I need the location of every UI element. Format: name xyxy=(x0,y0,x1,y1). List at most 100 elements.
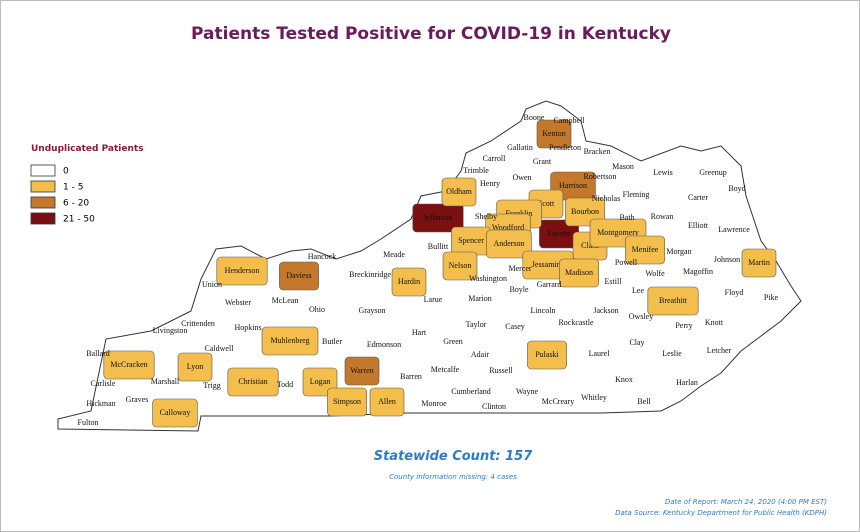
county-label: Fleming xyxy=(623,190,650,199)
county-label: Henry xyxy=(480,179,500,188)
county-label: Nicholas xyxy=(592,194,620,203)
county-label: Green xyxy=(443,337,463,346)
statewide-count: Statewide Count: 157 xyxy=(374,449,534,464)
county-label: Trigg xyxy=(203,381,221,390)
county-label: Todd xyxy=(277,380,293,389)
county-label: Owsley xyxy=(629,312,653,321)
county-label: Carlisle xyxy=(91,379,116,388)
county-label: Graves xyxy=(126,395,149,404)
county-label: Carroll xyxy=(483,154,506,163)
county-label: McCreary xyxy=(542,397,574,406)
county-label: Rowan xyxy=(651,212,674,221)
county-label: Letcher xyxy=(707,346,732,355)
county-label: Clay xyxy=(629,338,644,347)
county-label: Christian xyxy=(238,377,267,386)
county-label: Leslie xyxy=(662,349,682,358)
county-label: Estill xyxy=(605,277,623,286)
county-label: Hopkins xyxy=(234,323,261,332)
county-label: Anderson xyxy=(493,239,524,248)
county-label: Marion xyxy=(468,294,492,303)
county-label: Kenton xyxy=(542,129,566,138)
county-label: Montgomery xyxy=(597,228,639,237)
county-label: Owen xyxy=(512,173,531,182)
county-label: Butler xyxy=(322,337,342,346)
legend-swatch xyxy=(30,196,56,209)
data-source: Data Source: Kentucky Department for Pub… xyxy=(615,509,827,517)
county-label: Garrard xyxy=(537,280,562,289)
county-label: Jefferson xyxy=(423,213,452,222)
county-shape xyxy=(177,352,213,382)
county-label: Lyon xyxy=(187,362,203,371)
county-label: Lincoln xyxy=(531,306,556,315)
county-shape xyxy=(261,326,319,356)
county-label: Union xyxy=(202,280,222,289)
county-shape xyxy=(369,387,405,417)
county-label: Pike xyxy=(764,293,779,302)
county-label: Larue xyxy=(424,295,443,304)
county-label: Washington xyxy=(469,274,507,283)
county-label: Hardin xyxy=(398,277,420,286)
county-label: Grant xyxy=(533,157,552,166)
county-label: Nelson xyxy=(449,261,472,270)
county-label: Scott xyxy=(538,199,555,208)
county-label: Webster xyxy=(225,298,251,307)
county-label: Franklin xyxy=(505,209,532,218)
county-label: Lee xyxy=(632,286,644,295)
county-label: Marshall xyxy=(151,377,180,386)
county-label: Logan xyxy=(310,377,330,386)
county-label: Boone xyxy=(524,113,545,122)
county-label: Clark xyxy=(581,241,599,250)
county-shape xyxy=(559,258,599,288)
county-label: Laurel xyxy=(589,349,611,358)
legend-swatch xyxy=(30,164,56,177)
legend-label: 6 - 20 xyxy=(63,199,89,209)
county-label: Morgan xyxy=(666,247,691,256)
county-label: Allen xyxy=(378,397,396,406)
report-date: Date of Report: March 24, 2020 (4:00 PM … xyxy=(665,498,827,506)
county-label: Trimble xyxy=(463,166,489,175)
county-shape xyxy=(412,203,464,233)
county-label: Harrison xyxy=(559,181,587,190)
county-label: Wayne xyxy=(516,387,538,396)
county-label: Bath xyxy=(619,213,634,222)
county-label: Harlan xyxy=(676,378,698,387)
county-shape xyxy=(227,367,279,397)
county-label: McLean xyxy=(272,296,299,305)
legend-label: 0 xyxy=(63,167,69,177)
county-shape xyxy=(391,267,427,297)
county-label: Oldham xyxy=(446,187,473,196)
county-label: Livingston xyxy=(153,326,188,335)
county-label: Mercer xyxy=(508,264,531,273)
county-label: Breckinridge xyxy=(349,270,391,279)
county-shape xyxy=(625,235,665,265)
county-label: Magoffin xyxy=(683,267,713,276)
county-label: Perry xyxy=(675,321,692,330)
county-label: Spencer xyxy=(458,236,484,245)
county-label: Pulaski xyxy=(535,350,559,359)
county-label: Whitley xyxy=(581,393,607,402)
counties: Jefferson Fayette Kenton Harrison Daviess War… xyxy=(78,113,779,428)
county-label: Ballard xyxy=(86,349,110,358)
county-label: Wolfe xyxy=(645,269,665,278)
county-label: Casey xyxy=(505,322,525,331)
county-label: Elliott xyxy=(688,221,709,230)
county-label: Warren xyxy=(350,366,373,375)
county-label: Fayette xyxy=(547,229,571,238)
county-shape xyxy=(486,229,532,259)
county-shape xyxy=(279,261,319,291)
county-label: Metcalfe xyxy=(431,365,460,374)
county-label: Adair xyxy=(471,350,490,359)
county-shape xyxy=(527,340,567,370)
county-label: Madison xyxy=(565,268,593,277)
county-shape xyxy=(442,251,478,281)
county-label: Caldwell xyxy=(205,344,235,353)
county-label: Monroe xyxy=(421,399,447,408)
county-label: Clinton xyxy=(482,402,506,411)
legend-label: 21 - 50 xyxy=(63,215,95,225)
county-label: Knox xyxy=(615,375,633,384)
county-label: Grayson xyxy=(358,306,385,315)
county-label: Henderson xyxy=(225,266,260,275)
county-label: Johnson xyxy=(714,255,740,264)
missing-note: County information missing: 4 cases xyxy=(389,473,517,481)
